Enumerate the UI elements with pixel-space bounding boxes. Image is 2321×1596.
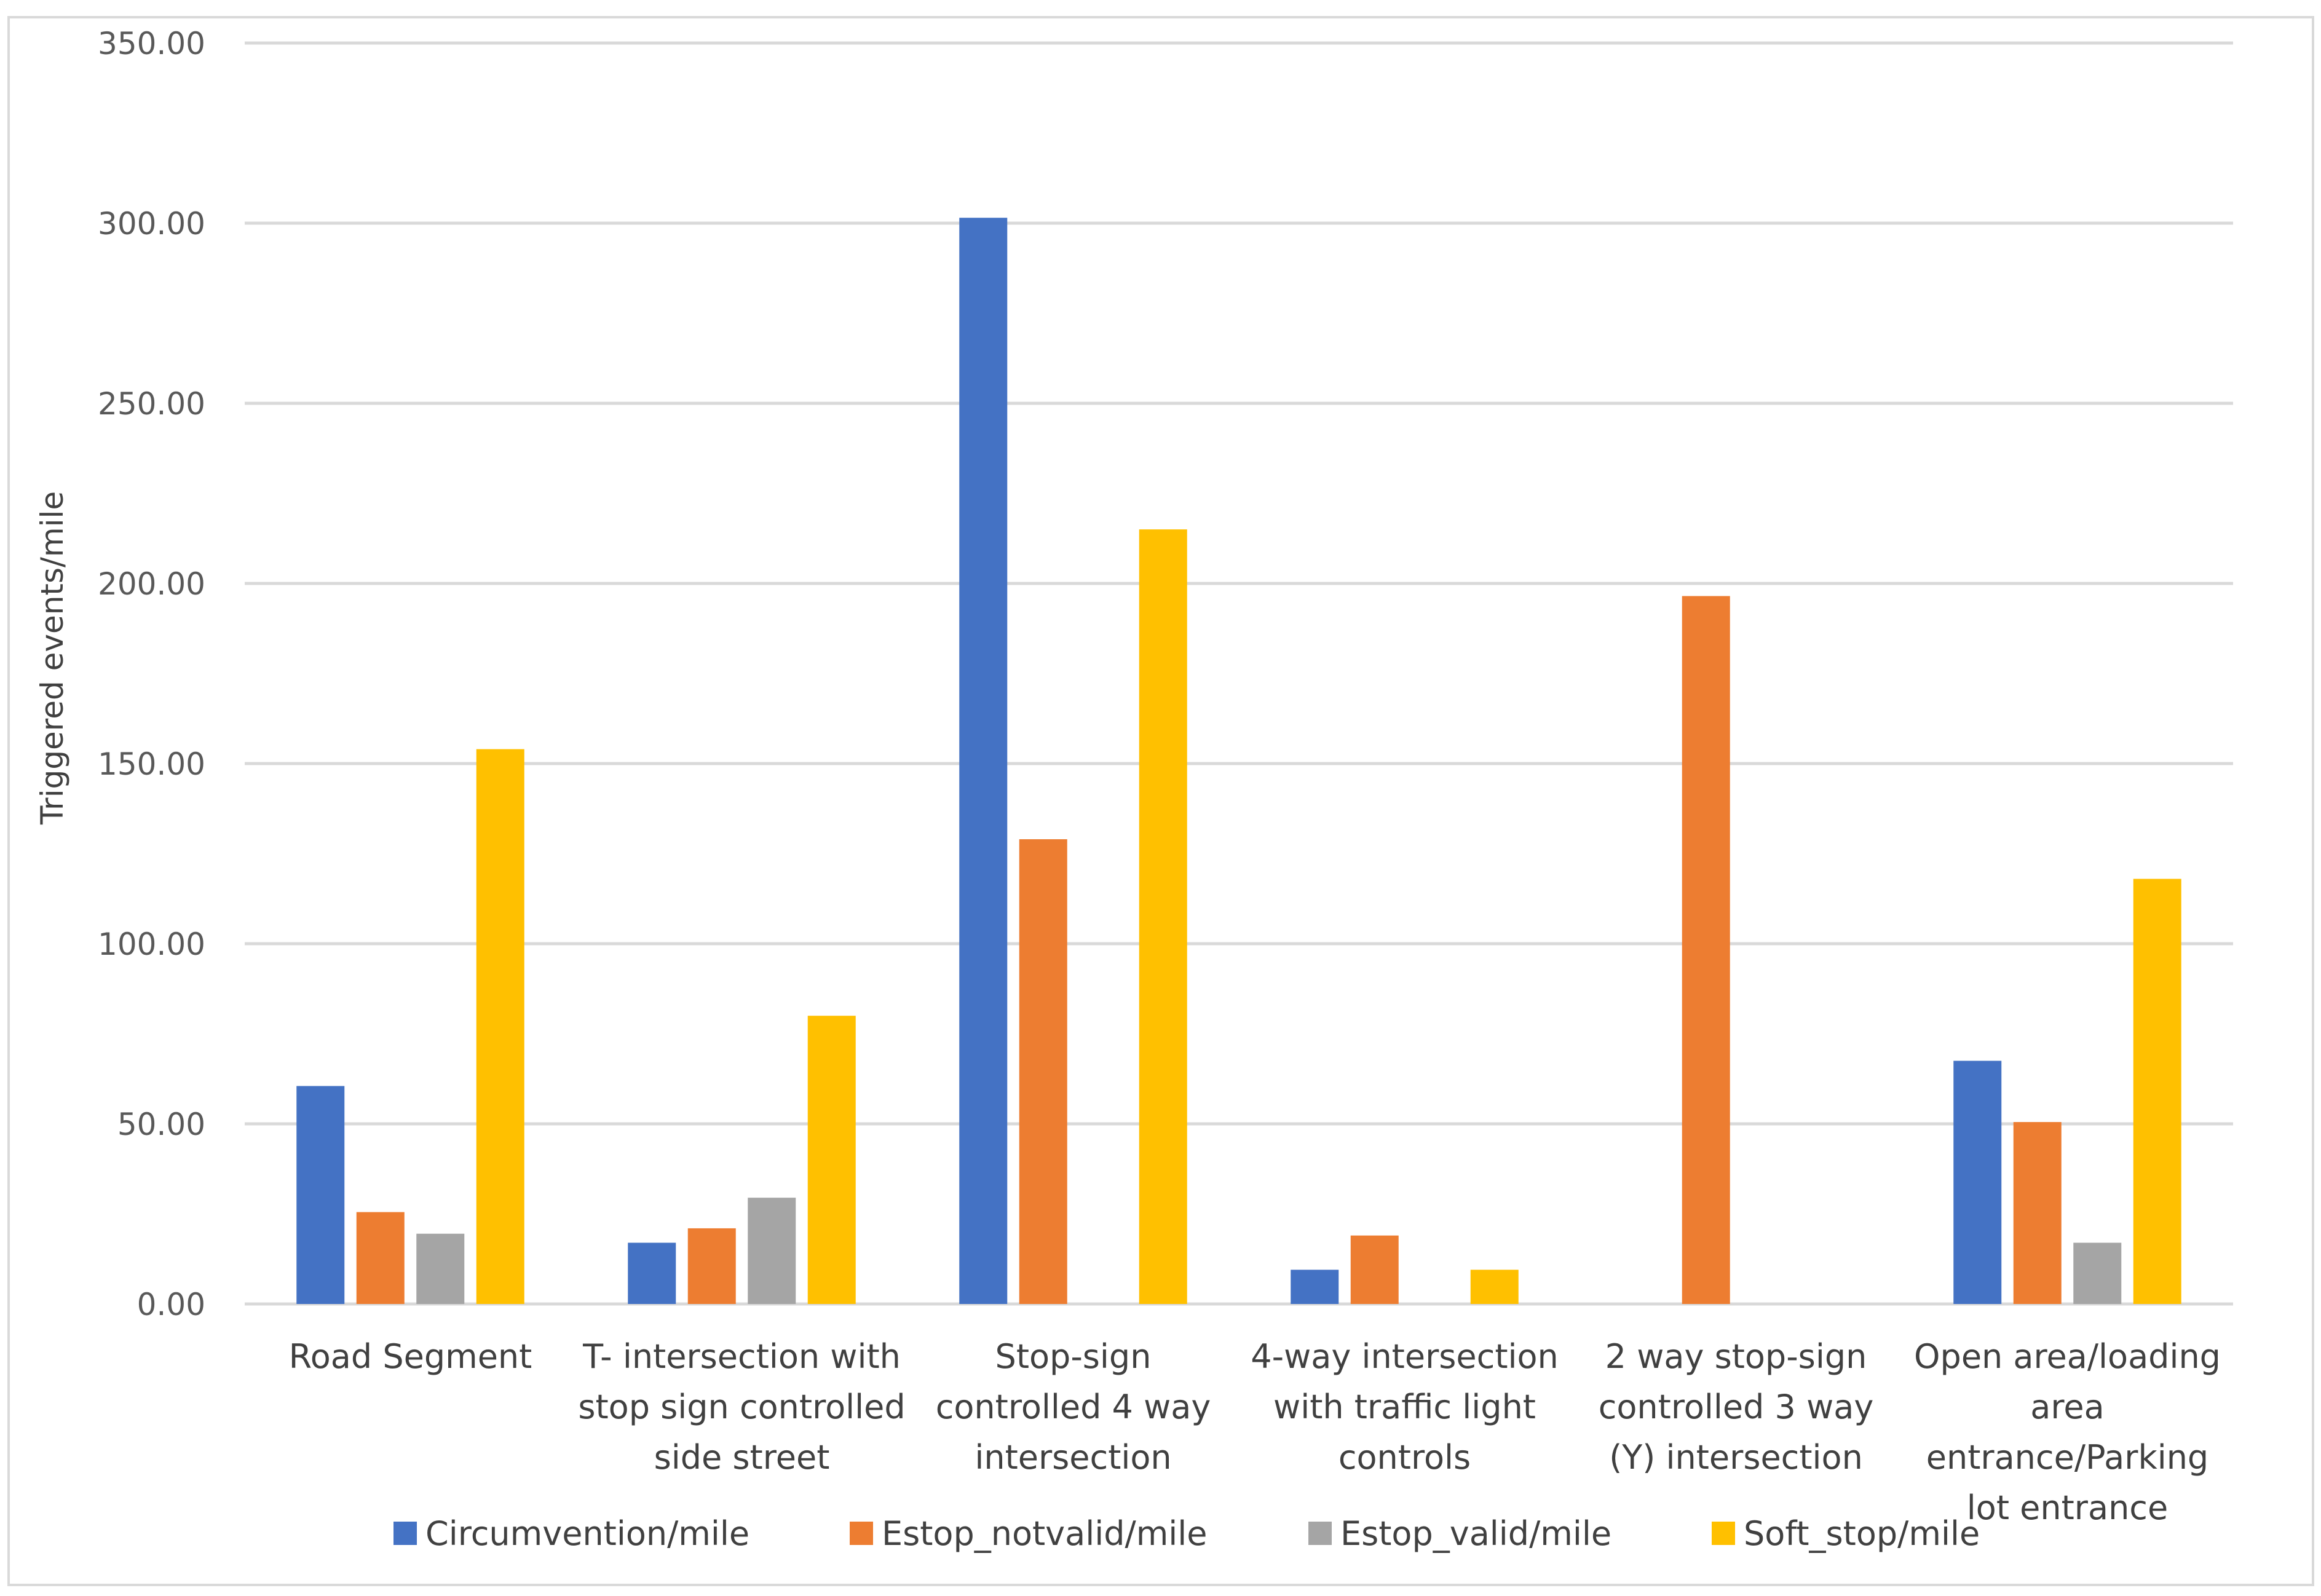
x-axis-category-labels: Road Segment T- intersection with stop sig… [289,1337,2221,1527]
y-axis-title: Triggered events/mile [34,491,70,825]
bar-soft-stop-mile-3 [1470,1270,1519,1304]
y-tick-label: 0.00 [137,1287,205,1322]
y-tick-label: 150.00 [98,746,205,782]
x-category-label: with traffic light [1273,1388,1536,1426]
legend-swatch [1712,1522,1735,1545]
bar-estop-notvalid-mile-1 [687,1228,736,1304]
y-tick-label: 200.00 [98,566,205,602]
bar-estop-notvalid-mile-0 [356,1212,405,1304]
x-category-label: Open area/loading [1914,1337,2221,1376]
bar-soft-stop-mile-2 [1139,529,1187,1304]
y-axis-tick-labels: 0.00 50.00 100.00 150.00 200.00 250.00 300.00 3… [98,26,205,1322]
x-category-label: controlled 3 way [1599,1388,1874,1426]
x-category-label: intersection [975,1438,1171,1477]
legend-label: Circumvention/mile [425,1514,749,1553]
x-category-label: 2 way stop-sign [1605,1337,1867,1376]
bar-estop-notvalid-mile-4 [1682,596,1730,1304]
y-tick-label: 250.00 [98,386,205,422]
x-category-label: (Y) intersection [1609,1438,1863,1477]
x-category-label: Road Segment [289,1337,532,1376]
bar-estop-valid-mile-0 [416,1233,465,1304]
x-category-label: T- intersection with [582,1337,901,1376]
chart-frame [7,16,2314,1586]
x-category-label: lot entrance [1967,1488,2168,1527]
bar-circumvention-mile-3 [1291,1270,1339,1304]
bar-estop-notvalid-mile-5 [2013,1122,2062,1304]
y-tick-label: 350.00 [98,26,205,61]
bar-soft-stop-mile-0 [476,749,524,1304]
legend-label: Estop_notvalid/mile [882,1514,1208,1553]
bar-estop-valid-mile-1 [748,1198,796,1304]
y-tick-label: 100.00 [98,926,205,962]
bar-estop-valid-mile-5 [2073,1242,2122,1304]
x-category-label: Stop-sign [995,1337,1152,1376]
legend-label: Estop_valid/mile [1340,1514,1611,1553]
bar-soft-stop-mile-1 [807,1016,856,1304]
x-category-label: stop sign controlled [578,1388,905,1426]
legend: Circumvention/mile Estop_notvalid/mile Est… [393,1514,1980,1553]
y-tick-label: 300.00 [98,206,205,242]
x-category-label: 4-way intersection [1251,1337,1559,1376]
legend-label: Soft_stop/mile [1744,1514,1980,1553]
x-category-label: controlled 4 way [936,1388,1211,1426]
x-category-label: controls [1338,1438,1471,1477]
bar-estop-notvalid-mile-2 [1019,839,1067,1304]
bar-soft-stop-mile-5 [2133,879,2181,1304]
bar-circumvention-mile-0 [296,1086,345,1304]
bar-circumvention-mile-2 [959,218,1008,1305]
legend-swatch [393,1522,417,1545]
x-category-label: side street [654,1438,830,1477]
bar-circumvention-mile-5 [1953,1061,2002,1304]
x-category-label: entrance/Parking [1926,1438,2208,1477]
x-category-label: area [2030,1388,2104,1426]
y-tick-label: 50.00 [117,1107,205,1142]
bars [296,218,2181,1305]
gridlines [245,41,2233,1306]
legend-swatch [850,1522,873,1545]
bar-estop-notvalid-mile-3 [1350,1235,1399,1304]
legend-swatch [1308,1522,1332,1545]
bar-circumvention-mile-1 [628,1242,676,1304]
